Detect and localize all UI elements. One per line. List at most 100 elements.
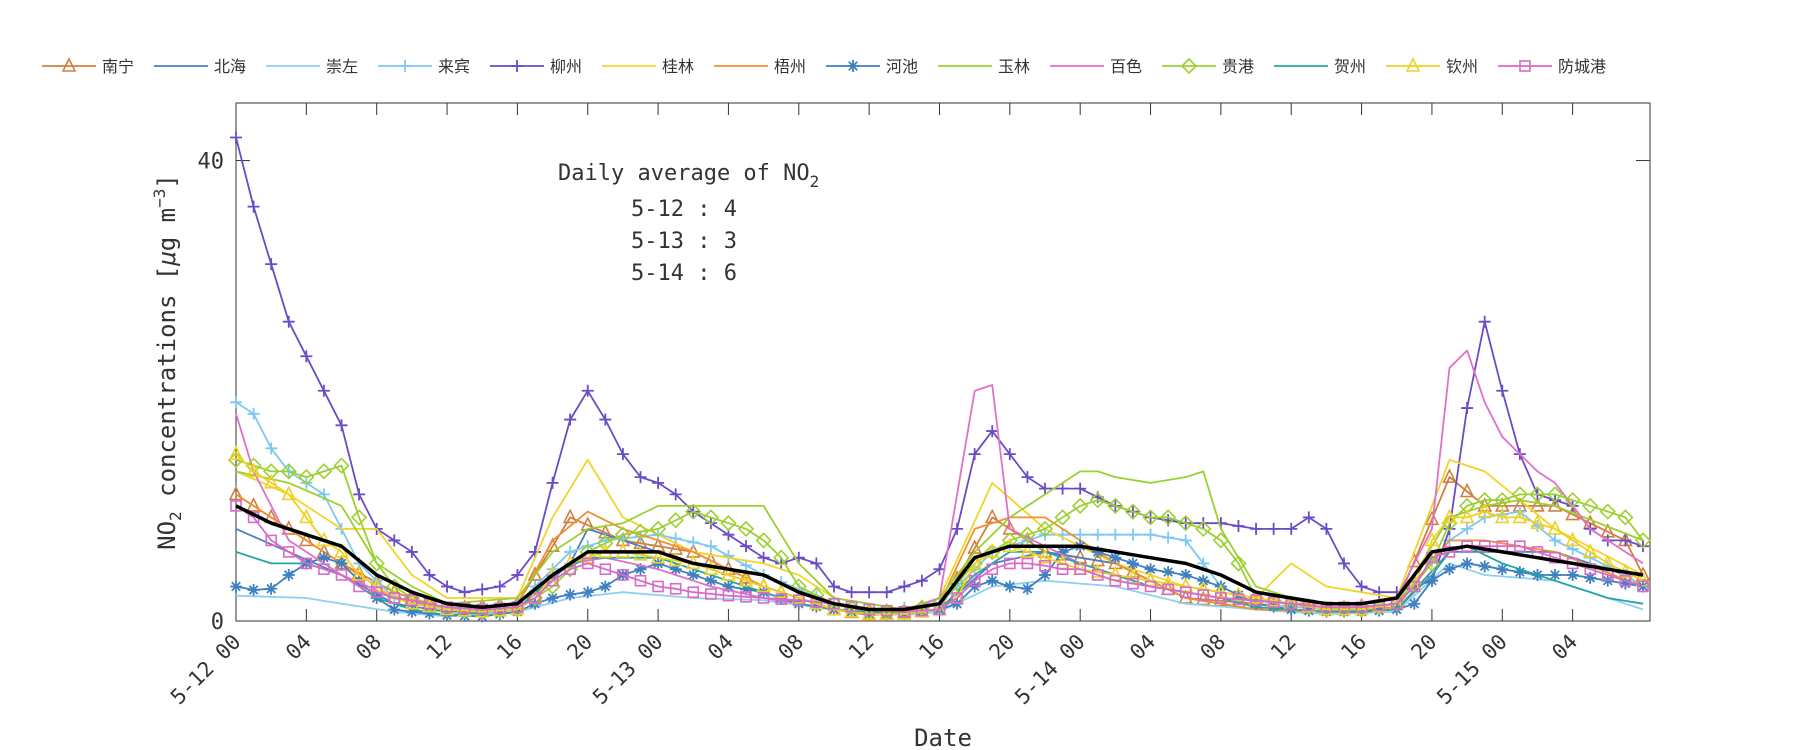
series-line [235,504,1644,612]
data-point [1461,402,1474,415]
data-point [1019,526,1036,543]
data-point [650,548,666,564]
data-point [1617,509,1634,526]
data-point [245,457,262,474]
y-label-sub: 2 [166,511,185,521]
data-point [1476,492,1493,509]
data-point [1021,582,1034,595]
data-point [705,588,717,600]
data-point [581,586,594,599]
data-point [649,520,667,538]
data-point [492,601,508,617]
data-point [1582,543,1598,558]
data-point [1494,492,1511,509]
y-label-mid: concentrations [ [153,266,181,512]
data-point [773,549,790,566]
data-point [1582,497,1599,515]
data-point [1144,563,1157,576]
x-tick-label: 12 [1266,630,1301,665]
data-point [1355,580,1368,593]
data-point [1336,600,1352,616]
data-point [404,594,420,610]
data-point [228,445,244,460]
y-label-sup: −3 [150,189,169,208]
data-point [685,503,702,520]
legend-label: 防城港 [1558,57,1606,76]
data-point [1037,548,1053,564]
data-point [1056,482,1069,495]
series-5 [230,131,1649,599]
data-point [1267,522,1280,535]
data-point [1442,508,1457,524]
data-point [986,425,999,438]
data-point [247,200,260,213]
data-point [1179,586,1192,599]
data-point [737,520,755,538]
annotation-title: Daily average of NO2 [558,161,819,191]
data-point [1494,508,1510,524]
x-tick-label: 5-15 00 [1432,630,1512,710]
data-point [1373,586,1386,599]
data-point [546,591,559,604]
data-point [634,471,647,484]
data-point [704,517,717,530]
legend-item-1: 南宁 [42,57,134,76]
data-point [669,582,682,595]
data-point [1546,486,1564,503]
legend-label: 桂林 [662,57,694,76]
x-tick-label: 12 [844,630,879,665]
data-point [986,574,999,587]
data-point [439,600,455,616]
daily-average-annotation: Daily average of NO2 5-12 : 4 5-13 : 3 5… [558,161,819,286]
data-point [564,588,577,601]
data-point [1354,600,1369,616]
data-point [265,582,278,595]
legend-item-3: 崇左 [266,57,358,76]
data-point [669,488,682,501]
data-point [1003,580,1016,593]
data-point [1266,592,1281,607]
data-point [230,131,242,144]
data-point [1530,497,1545,512]
data-point [1159,509,1177,526]
data-point [581,384,594,397]
data-point [1566,568,1579,581]
data-point [300,557,313,570]
x-tick-label: 04 [1125,630,1160,665]
data-point [1039,528,1052,541]
data-point [265,258,278,271]
data-point [652,580,664,593]
data-point [228,485,244,501]
x-tick-label: 04 [703,630,738,665]
data-point [755,532,772,549]
data-point [1109,528,1122,541]
legend-swatch-marker [511,60,523,72]
data-point [1549,551,1561,564]
data-point [1513,566,1526,579]
data-point [931,595,948,612]
data-point [1458,497,1476,515]
legend-item-14: 防城港 [1498,57,1606,76]
data-point [1162,531,1175,544]
x-axis-label: Date [914,724,972,750]
data-point [722,549,735,562]
legend-swatch-marker [847,60,859,72]
data-point [634,574,647,587]
data-point [687,568,700,581]
y-label-no: NO [153,521,181,550]
data-point [1039,568,1052,581]
legend-label: 贺州 [1334,57,1366,76]
x-tick-label: 04 [281,630,316,665]
data-point [562,508,578,524]
data-point [968,574,981,587]
data-point [773,583,789,599]
data-point [879,605,895,620]
data-point [898,580,911,593]
data-point [1197,589,1210,601]
data-point [350,509,368,526]
data-point [265,534,277,547]
data-point [722,589,735,602]
data-point [1020,543,1035,558]
data-point [756,577,771,593]
